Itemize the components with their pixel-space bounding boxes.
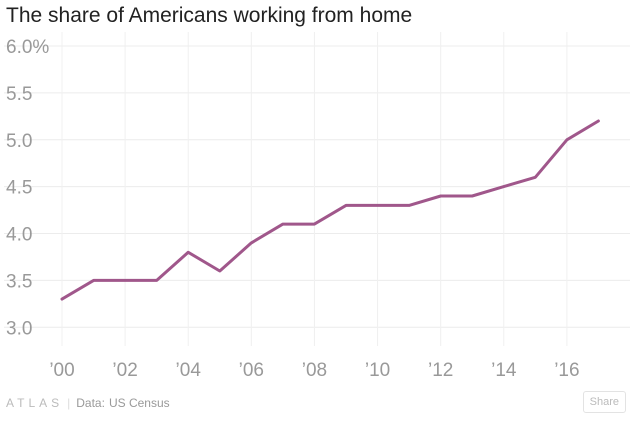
x-tick-label: ’06 xyxy=(239,360,264,381)
footer-separator: | xyxy=(67,396,71,410)
share-button[interactable]: Share xyxy=(582,391,626,413)
x-tick-label: ’02 xyxy=(112,360,137,381)
source-value: US Census xyxy=(108,396,170,410)
y-tick-label: 4.0 xyxy=(6,225,32,246)
series-line xyxy=(60,119,600,301)
x-tick-label: ’00 xyxy=(49,360,74,381)
x-tick-label: ’14 xyxy=(491,360,517,381)
y-tick-label: 5.5 xyxy=(6,84,32,105)
chart-title: The share of Americans working from home xyxy=(6,4,413,27)
x-tick-label: ’16 xyxy=(554,360,579,381)
y-tick-label: 3.5 xyxy=(6,271,32,292)
x-tick-label: ’12 xyxy=(428,360,453,381)
atlas-logo: ATLAS xyxy=(6,396,64,410)
y-tick-label: 5.0 xyxy=(6,131,32,152)
line-chart: 3.0 3.5 4.0 4.5 5.0 5.5 6.0% ’00 ’02 ’04 ’06 ’08 ’10… xyxy=(4,32,630,381)
y-tick-label: 6.0% xyxy=(6,37,49,58)
y-tick-label: 3.0 xyxy=(6,318,32,339)
x-tick-label: ’10 xyxy=(365,360,390,381)
y-tick-label: 4.5 xyxy=(6,178,32,199)
chart-footer: ATLAS | Data: US Census xyxy=(6,396,170,410)
x-tick-label: ’04 xyxy=(176,360,202,381)
x-tick-label: ’08 xyxy=(302,360,327,381)
source-label: Data: xyxy=(76,396,105,410)
